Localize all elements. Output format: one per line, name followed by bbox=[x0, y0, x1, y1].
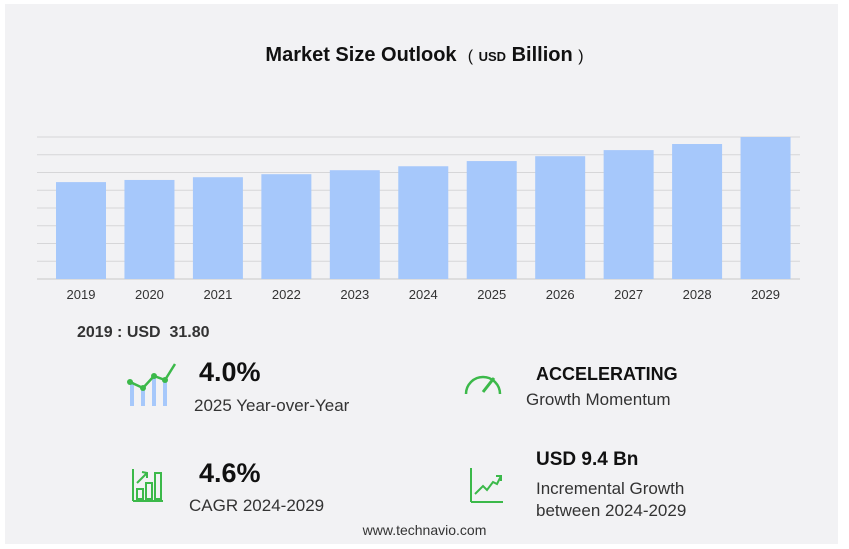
x-tick-label: 2022 bbox=[272, 287, 301, 302]
cagr-label: CAGR 2024-2029 bbox=[189, 496, 325, 515]
bar-2024 bbox=[398, 166, 449, 279]
x-tick-label: 2028 bbox=[683, 287, 712, 302]
cagr-value: 4.6% bbox=[199, 458, 261, 488]
x-tick-label: 2021 bbox=[203, 287, 232, 302]
bar-2022 bbox=[261, 174, 312, 279]
momentum-value: ACCELERATING bbox=[536, 364, 678, 384]
speedometer-icon bbox=[464, 375, 502, 395]
bar-2025 bbox=[466, 161, 517, 279]
momentum-label: Growth Momentum bbox=[526, 390, 671, 409]
bar-2021 bbox=[192, 177, 243, 279]
base-value: 2019 : USD 31.80 bbox=[77, 324, 210, 341]
x-tick-label: 2023 bbox=[340, 287, 369, 302]
x-tick-label: 2029 bbox=[751, 287, 780, 302]
yoy-label: 2025 Year-over-Year bbox=[194, 396, 350, 415]
x-tick-label: 2026 bbox=[546, 287, 575, 302]
bar-chart: 2019 2020 2021 2022 2023 2024 2025 2026 2027 2028… bbox=[37, 136, 800, 302]
x-tick-label: 2019 bbox=[67, 287, 96, 302]
source-url: www.technavio.com bbox=[362, 522, 487, 538]
incremental-value: USD 9.4 Bn bbox=[536, 449, 639, 470]
x-tick-label: 2027 bbox=[614, 287, 643, 302]
incremental-period: between 2024-2029 bbox=[536, 501, 687, 520]
yoy-value: 4.0% bbox=[199, 357, 261, 387]
bar-2027 bbox=[603, 150, 654, 279]
trend-chart-icon bbox=[127, 363, 177, 406]
chart-title: Market Size Outlook ( USD Billion ) bbox=[265, 44, 584, 66]
bar-2023 bbox=[329, 170, 380, 279]
x-tick-label: 2020 bbox=[135, 287, 164, 302]
bar-2028 bbox=[672, 144, 723, 279]
bar-2019 bbox=[56, 182, 106, 279]
bar-2026 bbox=[535, 156, 586, 279]
x-tick-label: 2024 bbox=[409, 287, 438, 302]
incremental-label: Incremental Growth bbox=[536, 479, 685, 498]
x-tick-label: 2025 bbox=[477, 287, 506, 302]
bar-2020 bbox=[124, 179, 175, 279]
bar-2029 bbox=[740, 137, 791, 279]
bar-growth-icon bbox=[132, 469, 163, 502]
line-growth-icon bbox=[470, 468, 503, 503]
